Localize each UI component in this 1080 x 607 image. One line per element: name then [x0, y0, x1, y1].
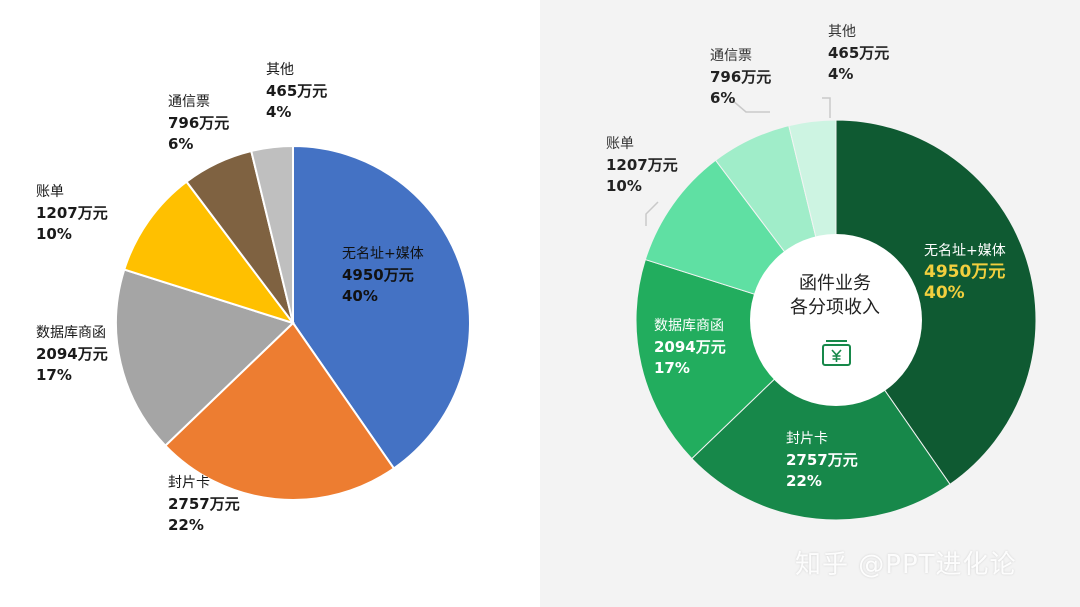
value-label: 2757万元 [168, 495, 240, 513]
percent-label: 4% [266, 103, 292, 121]
center-title-line1: 函件业务 [799, 273, 871, 294]
left-label-tongxinpiao: 通信票 796万元 6% [168, 92, 229, 155]
category-label: 无名址+媒体 [924, 243, 1006, 259]
category-label: 数据库商函 [654, 318, 724, 334]
percent-label: 6% [710, 89, 736, 107]
watermark: 知乎 @PPT进化论 [795, 550, 1017, 580]
value-label: 465万元 [828, 44, 890, 62]
value-label: 4950万元 [342, 266, 414, 284]
leader-line [822, 97, 831, 118]
category-label: 账单 [36, 184, 64, 200]
percent-label: 6% [168, 135, 194, 153]
value-label: 1207万元 [606, 156, 678, 174]
value-label: 2094万元 [654, 338, 726, 356]
pie-slice-fengpianka [163, 321, 396, 501]
percent-label: 17% [654, 359, 690, 377]
category-label: 通信票 [710, 48, 752, 64]
leader-line [645, 201, 659, 226]
left-label-shujuku: 数据库商函 2094万元 17% [36, 323, 108, 386]
yuan-money-icon [822, 340, 851, 366]
right-chart-panel: 无名址+媒体 4950万元 40% 封片卡 2757万元 22% 数据库商函 2… [540, 0, 1080, 607]
leader-line [731, 99, 770, 113]
left-label-qita: 其他 465万元 4% [266, 60, 327, 123]
right-label-qita: 其他 465万元 4% [828, 22, 889, 85]
pie-slice-wumingzhi [292, 144, 471, 470]
category-label: 无名址+媒体 [342, 246, 424, 262]
percent-label: 40% [342, 287, 378, 305]
right-label-tongxinpiao: 通信票 796万元 6% [710, 46, 771, 109]
center-title-line2: 各分项收入 [790, 297, 880, 318]
category-label: 其他 [266, 62, 294, 78]
percent-label: 22% [168, 516, 204, 534]
value-label: 796万元 [710, 68, 772, 86]
category-label: 数据库商函 [36, 325, 106, 341]
percent-label: 10% [36, 225, 72, 243]
donut-chart-right [635, 97, 1037, 521]
donut-slice-wumingzhi [835, 119, 1037, 486]
percent-label: 4% [828, 65, 854, 83]
left-label-fengpianka: 封片卡 2757万元 22% [168, 473, 240, 536]
donut-center-title: 函件业务 各分项收入 [770, 272, 900, 320]
percent-label: 40% [924, 283, 965, 303]
value-label: 2757万元 [786, 451, 858, 469]
value-label: 4950万元 [924, 262, 1006, 282]
pie-slice-qita [250, 144, 294, 324]
pie-chart-left [115, 144, 471, 501]
category-label: 通信票 [168, 94, 210, 110]
right-label-zhangdan: 账单 1207万元 10% [606, 134, 678, 197]
right-label-shujuku: 数据库商函 2094万元 17% [654, 316, 726, 379]
right-label-fengpianka: 封片卡 2757万元 22% [786, 429, 858, 492]
left-label-zhangdan: 账单 1207万元 10% [36, 182, 108, 245]
pie-slice-shujuku [115, 268, 295, 448]
percent-label: 22% [786, 472, 822, 490]
pie-slice-zhangdan [123, 180, 296, 325]
left-label-wumingzhi: 无名址+媒体 4950万元 40% [342, 244, 424, 307]
value-label: 465万元 [266, 82, 328, 100]
category-label: 封片卡 [786, 431, 828, 447]
donut-slice-fengpianka [691, 319, 951, 521]
donut-center-hole [750, 234, 922, 406]
category-label: 账单 [606, 136, 634, 152]
category-label: 封片卡 [168, 475, 210, 491]
percent-label: 17% [36, 366, 72, 384]
value-label: 796万元 [168, 114, 230, 132]
percent-label: 10% [606, 177, 642, 195]
right-label-wumingzhi: 无名址+媒体 4950万元 40% [924, 241, 1006, 304]
value-label: 1207万元 [36, 204, 108, 222]
category-label: 其他 [828, 24, 856, 40]
value-label: 2094万元 [36, 345, 108, 363]
